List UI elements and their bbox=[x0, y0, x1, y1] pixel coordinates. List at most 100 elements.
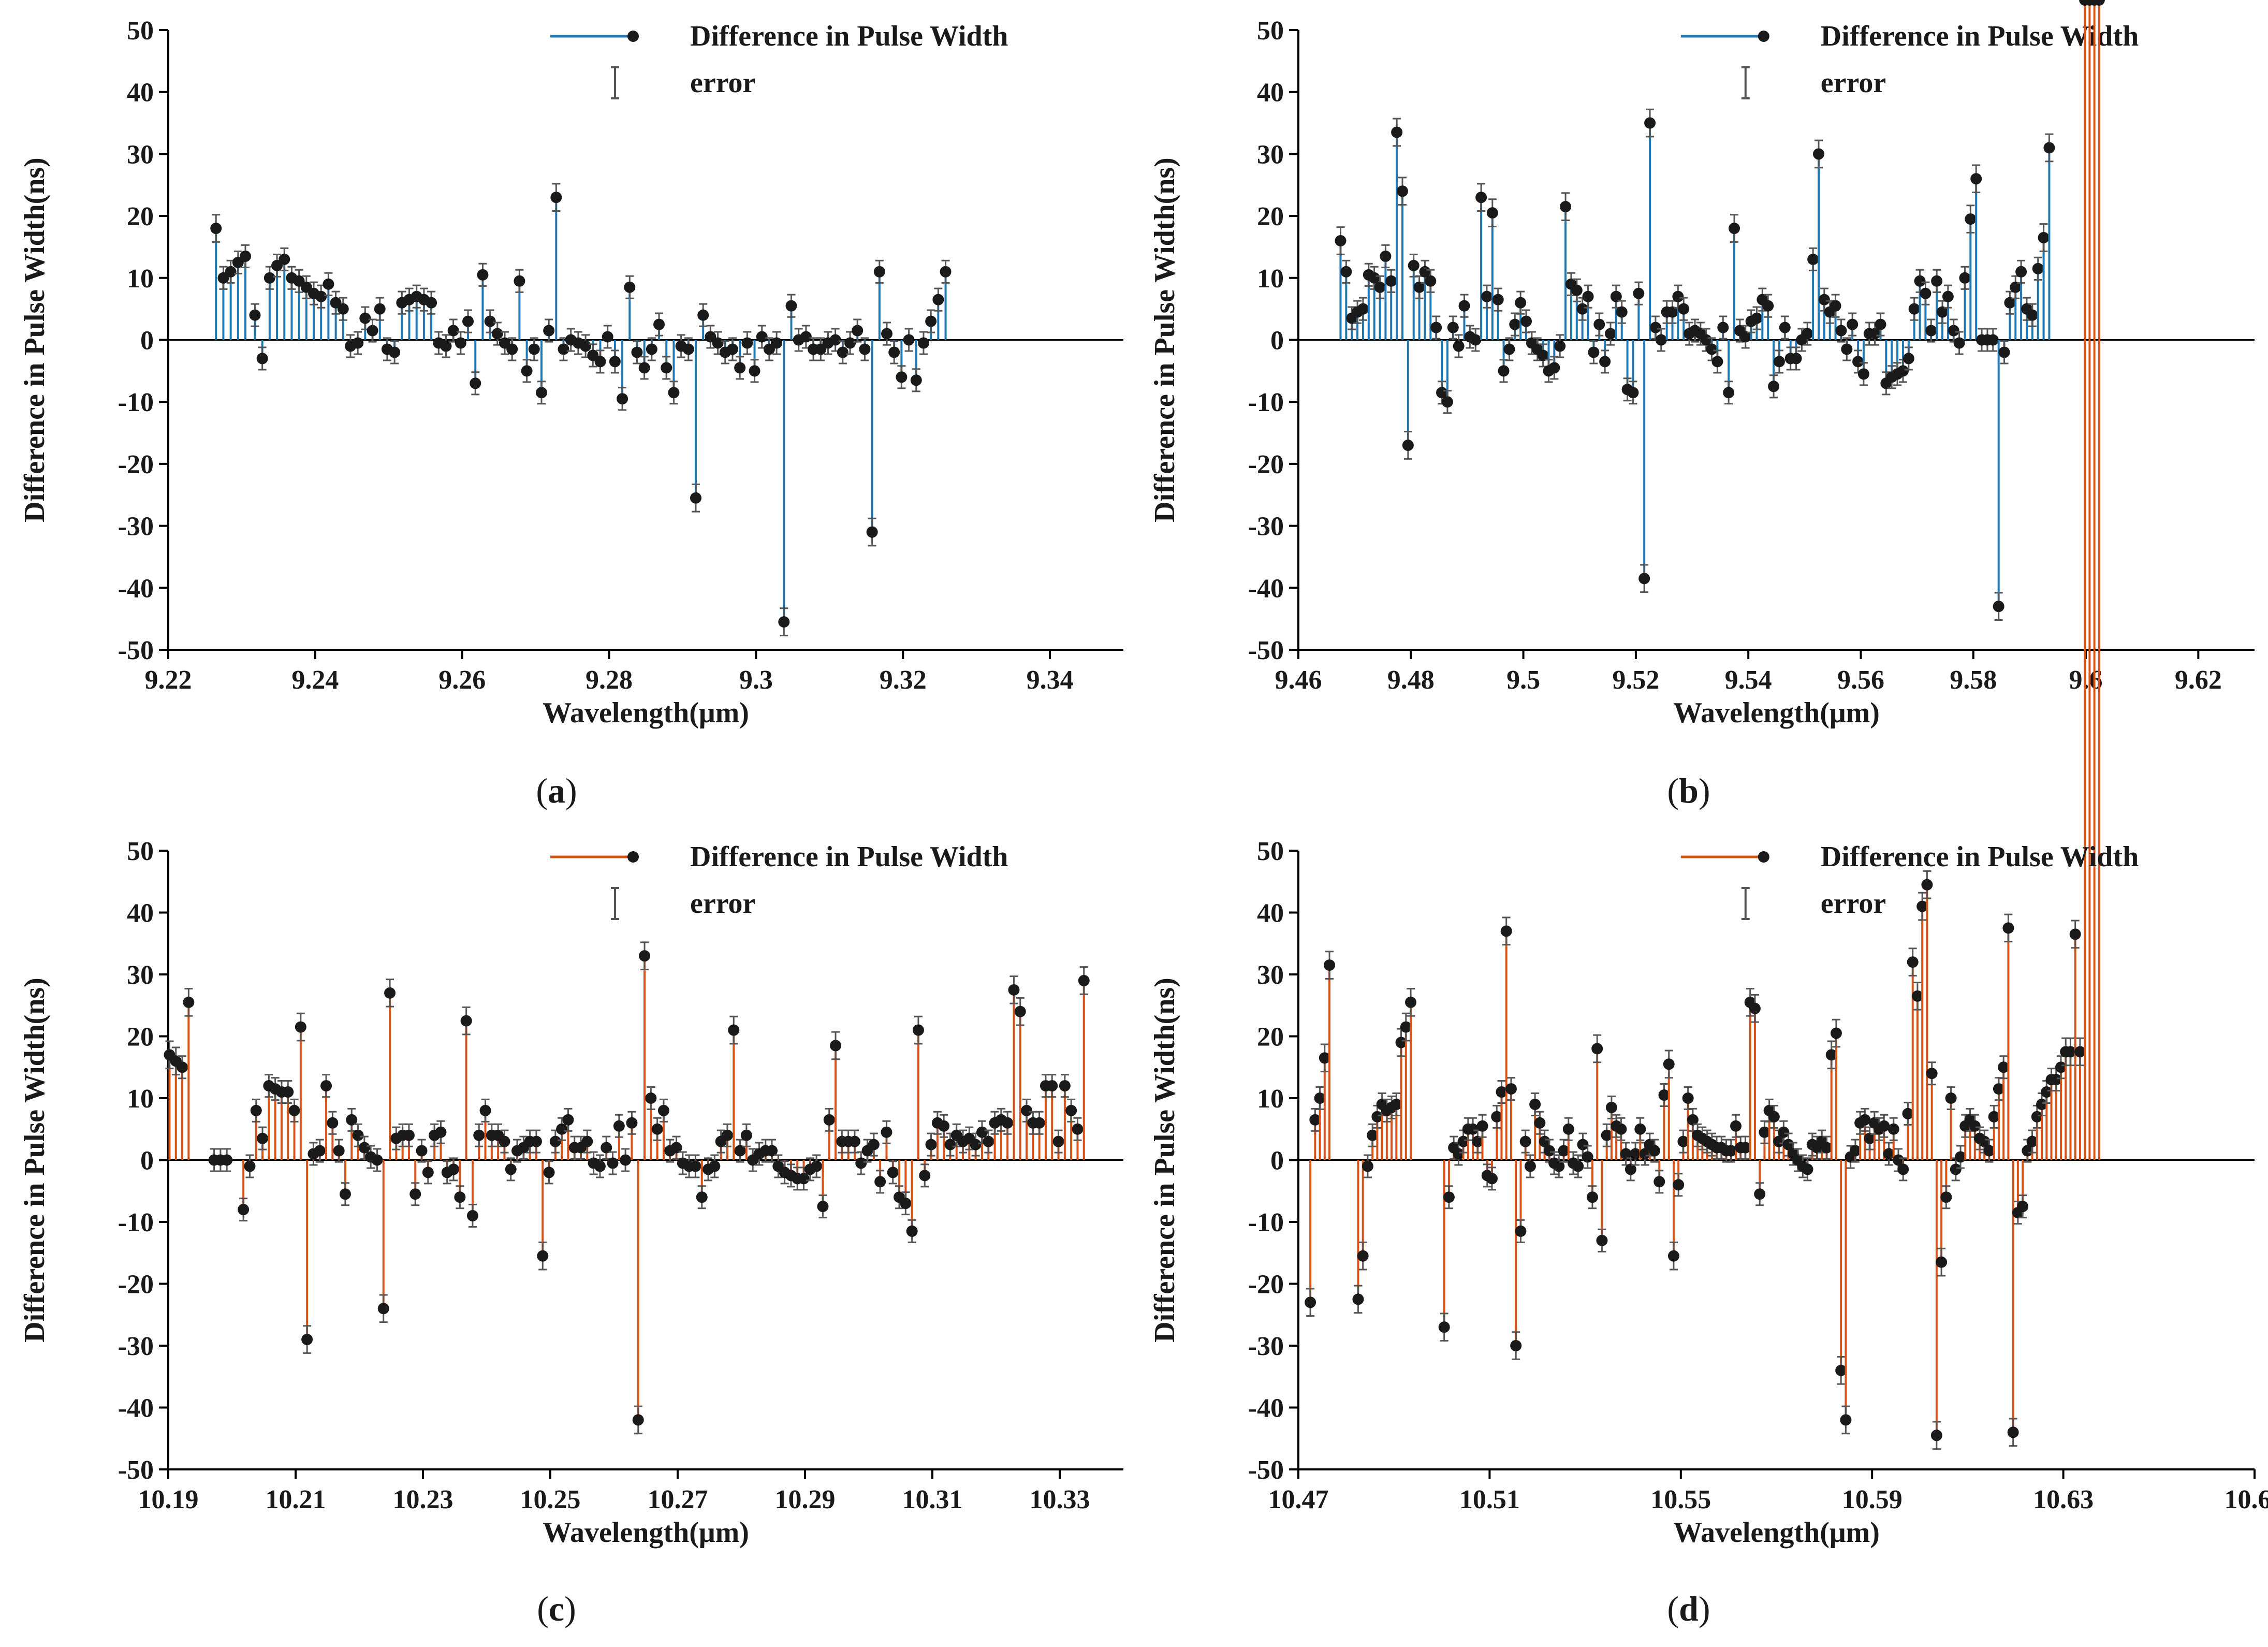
data-point bbox=[2022, 1145, 2033, 1157]
data-point bbox=[1052, 1135, 1064, 1147]
data-point bbox=[358, 1142, 370, 1154]
y-tick-label: -50 bbox=[118, 636, 154, 665]
data-point bbox=[741, 337, 753, 349]
data-point bbox=[1852, 356, 1864, 368]
data-point bbox=[1562, 1123, 1574, 1135]
data-point bbox=[830, 1040, 842, 1052]
data-point bbox=[282, 1086, 294, 1098]
data-point bbox=[1768, 1111, 1780, 1123]
data-point bbox=[632, 1414, 644, 1426]
data-point bbox=[339, 1188, 351, 1200]
data-point bbox=[1655, 334, 1667, 346]
data-point bbox=[873, 266, 885, 278]
legend-series-label: Difference in Pulse Width bbox=[1821, 20, 2139, 52]
data-point bbox=[778, 616, 790, 628]
data-point bbox=[473, 1129, 485, 1141]
data-point bbox=[1065, 1104, 1077, 1116]
data-point bbox=[1638, 573, 1650, 585]
x-tick-label: 10.59 bbox=[1842, 1485, 1903, 1514]
data-point bbox=[314, 1145, 326, 1157]
panel-label-d: (d) bbox=[1667, 1589, 1710, 1628]
data-point bbox=[1897, 1163, 1909, 1175]
data-point bbox=[1908, 303, 1920, 315]
data-point bbox=[454, 1191, 466, 1203]
data-point bbox=[1340, 266, 1352, 278]
data-point bbox=[521, 365, 533, 377]
data-point bbox=[1987, 334, 1999, 346]
data-point bbox=[455, 337, 466, 349]
data-point bbox=[279, 253, 290, 265]
y-axis-title: Difference in Pulse Width(ns) bbox=[19, 157, 51, 522]
data-point bbox=[1762, 300, 1774, 312]
data-point bbox=[479, 1104, 491, 1116]
data-point bbox=[435, 1126, 447, 1138]
data-point bbox=[1380, 250, 1392, 262]
x-tick-label: 10.31 bbox=[902, 1485, 963, 1514]
x-tick-label: 10.63 bbox=[2033, 1485, 2094, 1514]
data-point bbox=[631, 346, 643, 358]
data-point bbox=[1605, 1101, 1617, 1113]
x-tick-label: 9.32 bbox=[880, 665, 927, 695]
data-point bbox=[447, 325, 459, 337]
data-point bbox=[1352, 1293, 1364, 1305]
data-point bbox=[2032, 263, 2044, 274]
data-point bbox=[1625, 1163, 1636, 1175]
x-tick-label: 10.25 bbox=[520, 1485, 581, 1514]
y-tick-label: -10 bbox=[1248, 1208, 1284, 1237]
data-point bbox=[1014, 1005, 1026, 1017]
data-point bbox=[1593, 318, 1605, 330]
data-point bbox=[646, 343, 657, 355]
data-point bbox=[670, 1142, 682, 1154]
x-tick-label: 9.54 bbox=[1725, 665, 1772, 695]
data-point bbox=[1649, 322, 1661, 333]
y-tick-label: -20 bbox=[1248, 1270, 1284, 1300]
legend-error-label: error bbox=[1821, 887, 1886, 920]
legend-marker bbox=[1758, 31, 1769, 42]
data-point bbox=[337, 303, 349, 315]
data-point bbox=[2026, 1135, 2038, 1147]
data-point bbox=[874, 1176, 886, 1188]
data-point bbox=[919, 1170, 931, 1182]
data-point bbox=[374, 303, 386, 315]
x-tick-label: 9.52 bbox=[1612, 665, 1659, 695]
data-point bbox=[1678, 303, 1690, 315]
data-point bbox=[1887, 1123, 1899, 1135]
x-tick-label: 10.19 bbox=[138, 1485, 199, 1514]
data-point bbox=[1616, 306, 1628, 318]
data-point bbox=[1476, 1120, 1488, 1132]
data-point bbox=[1472, 1135, 1484, 1147]
data-point bbox=[811, 1160, 823, 1172]
data-point bbox=[1357, 1250, 1369, 1262]
y-tick-label: 50 bbox=[1257, 837, 1284, 866]
data-point bbox=[221, 1154, 233, 1166]
data-point bbox=[639, 950, 651, 962]
data-point bbox=[238, 1204, 250, 1216]
y-axis-title: Difference in Pulse Width(ns) bbox=[1149, 157, 1181, 522]
data-point bbox=[1835, 1364, 1847, 1376]
data-point bbox=[1802, 1163, 1813, 1175]
data-point bbox=[1902, 1107, 1914, 1119]
data-point bbox=[1582, 290, 1594, 302]
data-point bbox=[1717, 322, 1729, 333]
data-point bbox=[844, 337, 856, 349]
data-point bbox=[543, 325, 555, 337]
data-point bbox=[1773, 1135, 1785, 1147]
data-point bbox=[1754, 1188, 1766, 1200]
y-tick-label: 0 bbox=[140, 1146, 154, 1176]
legend-series-label: Difference in Pulse Width bbox=[1821, 841, 2139, 873]
y-axis-title: Difference in Pulse Width(ns) bbox=[19, 978, 51, 1343]
data-point bbox=[1078, 974, 1090, 986]
y-tick-label: 40 bbox=[1257, 899, 1284, 928]
data-point bbox=[2055, 1061, 2067, 1073]
data-point bbox=[1582, 1151, 1593, 1163]
data-point bbox=[712, 337, 724, 349]
data-point bbox=[1543, 1145, 1555, 1157]
data-point bbox=[638, 362, 650, 374]
data-point bbox=[1739, 331, 1751, 343]
data-point bbox=[602, 331, 613, 343]
data-point bbox=[1937, 306, 1949, 318]
data-point bbox=[1314, 1092, 1326, 1104]
x-tick-label: 10.33 bbox=[1030, 1485, 1090, 1514]
data-point bbox=[1970, 173, 1982, 185]
data-point bbox=[1658, 1089, 1670, 1101]
